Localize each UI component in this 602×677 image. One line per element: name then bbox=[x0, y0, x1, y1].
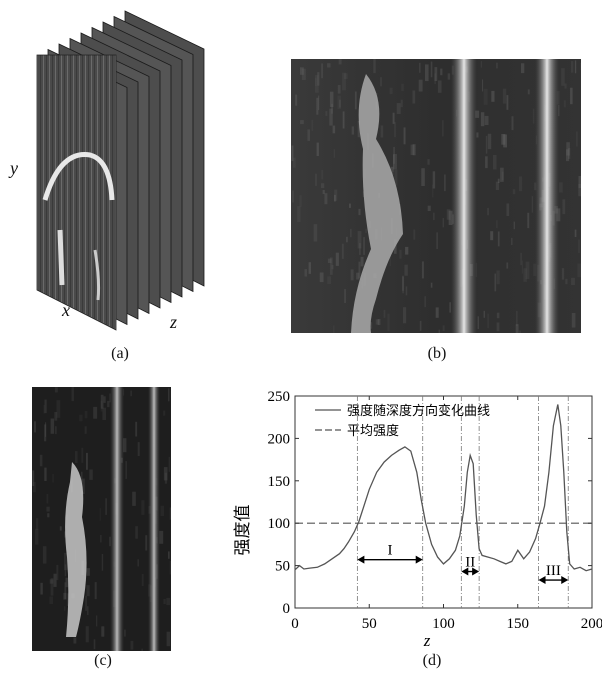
tick-group: 0 50 100 150 200 0 50 100 150 200 250 bbox=[268, 389, 602, 632]
vertical-reflection bbox=[57, 229, 65, 286]
region-label: II bbox=[465, 555, 475, 571]
legend-entry: 强度随深度方向变化曲线 bbox=[347, 403, 490, 418]
cross-section-image-b bbox=[291, 59, 583, 342]
x-tick-label: 50 bbox=[362, 616, 377, 632]
caption-b: (b) bbox=[427, 345, 447, 362]
bright-structure-c bbox=[65, 462, 87, 637]
y-tick-label: 0 bbox=[283, 601, 291, 617]
region-label: I bbox=[388, 543, 393, 559]
bright-band-iii bbox=[535, 59, 559, 333]
caption-d: (d) bbox=[422, 652, 442, 669]
x-axis-label: z bbox=[423, 631, 431, 650]
axis-label-y: y bbox=[10, 158, 18, 178]
arc-reflection bbox=[42, 152, 115, 201]
axis-label-x: x bbox=[62, 300, 70, 320]
x-tick-label: 100 bbox=[432, 616, 455, 632]
series-group bbox=[294, 404, 593, 572]
y-axis-label: 强度值 bbox=[233, 505, 252, 556]
x-tick-label: 200 bbox=[581, 616, 602, 632]
axis-label-z: z bbox=[170, 312, 178, 332]
panel-d: 0 50 100 150 200 0 50 100 150 200 250 I II III 强度随深度… bbox=[220, 378, 602, 668]
cross-section-image-c bbox=[32, 387, 174, 660]
y-tick-label: 100 bbox=[268, 516, 291, 532]
panel-a: y x z bbox=[0, 0, 300, 370]
bright-structure-i bbox=[351, 74, 403, 333]
caption-c: (c) bbox=[94, 652, 112, 669]
front-slice bbox=[36, 54, 117, 331]
legend-entry: 平均强度 bbox=[347, 423, 399, 438]
region-label: III bbox=[546, 563, 561, 579]
bright-band-ii bbox=[451, 59, 477, 333]
y-tick-label: 200 bbox=[268, 431, 291, 447]
caption-a: (a) bbox=[111, 345, 129, 362]
y-tick-label: 50 bbox=[275, 559, 290, 575]
y-tick-label: 150 bbox=[268, 474, 291, 490]
y-tick-label: 250 bbox=[268, 389, 291, 405]
series-intensity-curve bbox=[294, 404, 593, 572]
panel-c bbox=[32, 387, 174, 660]
x-tick-label: 0 bbox=[291, 616, 299, 632]
x-tick-label: 150 bbox=[507, 616, 530, 632]
stacked-slices-illustration bbox=[36, 10, 205, 331]
panel-b bbox=[291, 59, 583, 342]
